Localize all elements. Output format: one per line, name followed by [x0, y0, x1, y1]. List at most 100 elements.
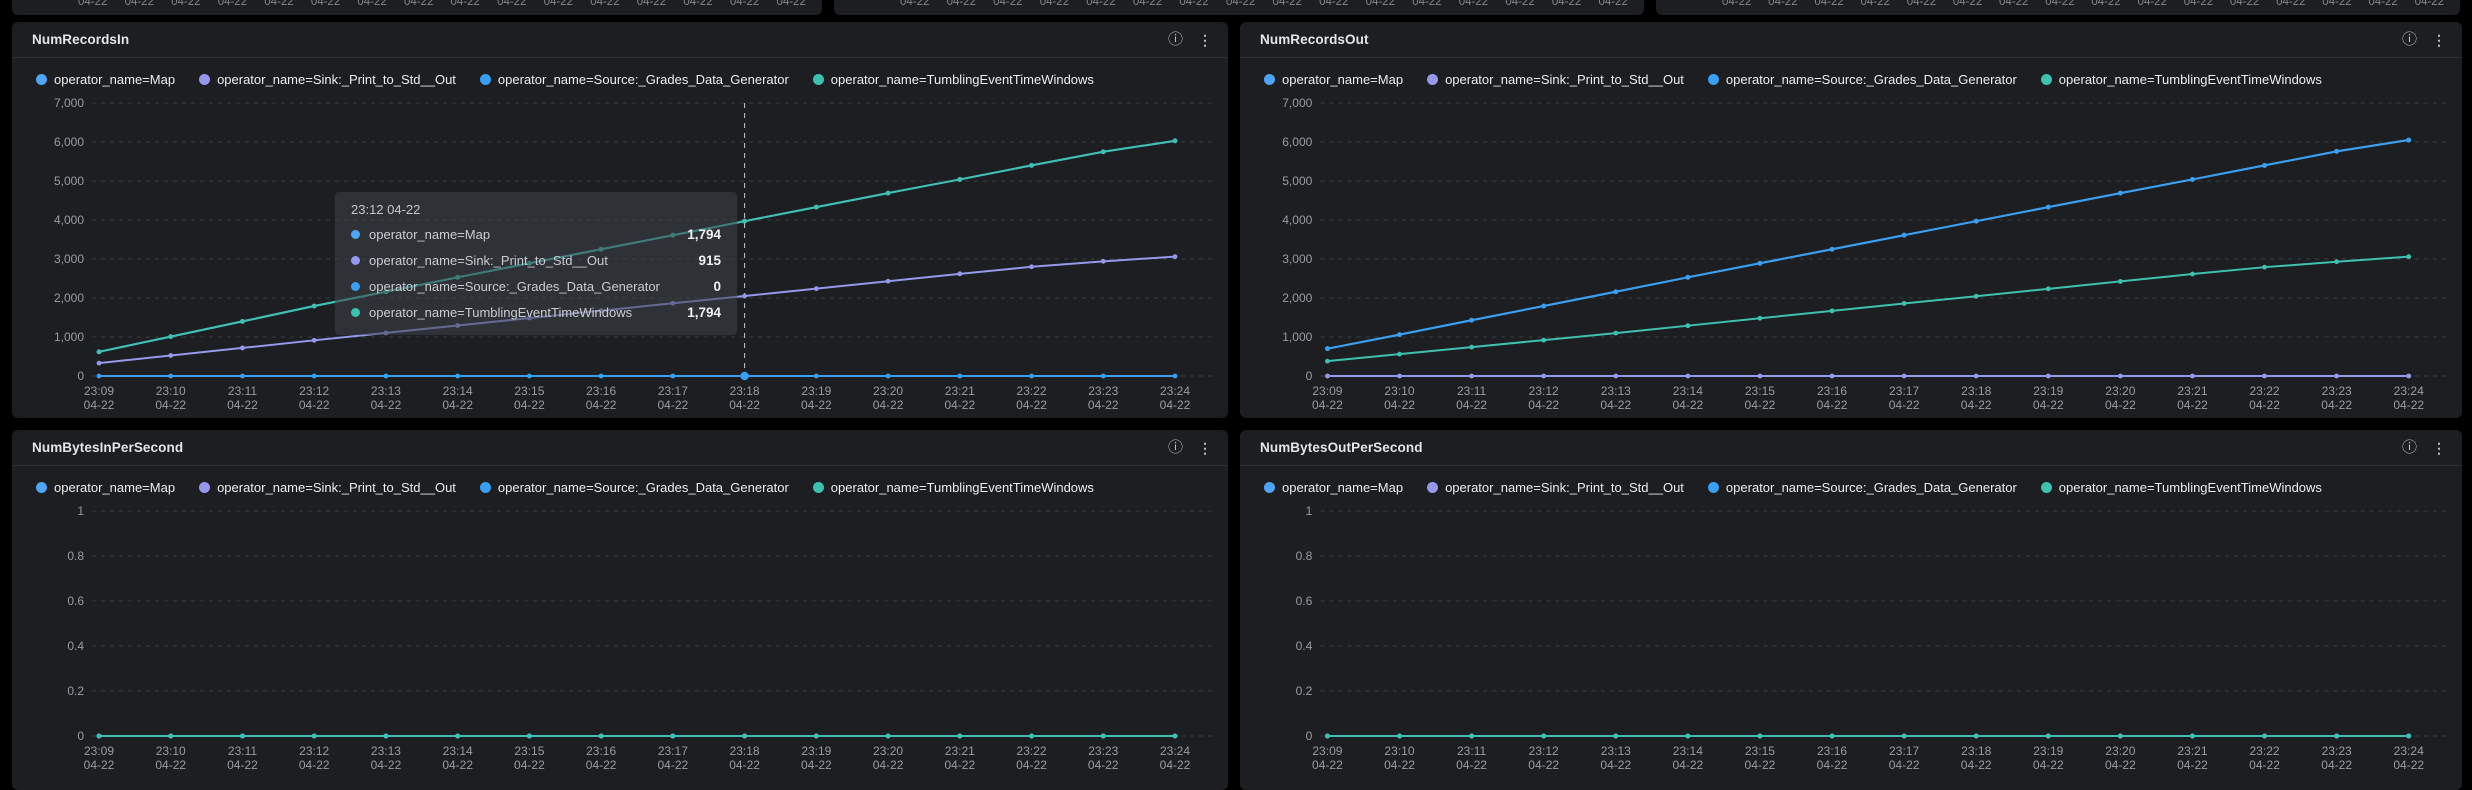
chart-canvas[interactable]: 0 1,000 2,000 3,000 4,000 5,000 6,000 7,000 23:0…: [12, 90, 1228, 418]
legend-label: operator_name=Source:_Grades_Data_Genera…: [497, 479, 789, 495]
data-point: [2045, 733, 2051, 739]
data-point: [1172, 254, 1178, 260]
data-point: [96, 373, 102, 379]
data-point: [1029, 373, 1034, 379]
x-axis-tick-label: 23:19 04-22: [801, 384, 832, 412]
legend-item[interactable]: operator_name=Sink:_Print_to_Std__Out: [1427, 480, 1684, 495]
x-axis-tick-label: 23:14 04-22: [1672, 384, 1703, 412]
data-point: [1541, 373, 1547, 379]
info-icon[interactable]: ⓘ: [1167, 439, 1183, 456]
data-point: [1469, 317, 1475, 323]
hovered-data-point: [740, 371, 749, 381]
data-point: [670, 373, 676, 379]
legend-item[interactable]: operator_name=TumblingEventTimeWindows: [2040, 72, 2322, 87]
legend-item[interactable]: operator_name=Sink:_Print_to_Std__Out: [199, 480, 456, 495]
legend-item[interactable]: operator_name=Source:_Grades_Data_Genera…: [1707, 72, 2017, 87]
kebab-icon[interactable]: ⋮: [2432, 31, 2446, 48]
data-point: [1541, 337, 1547, 343]
kebab-icon[interactable]: ⋮: [2432, 439, 2446, 456]
clipped-x-axis-label: 04-22: [1505, 0, 1535, 8]
panel-header-actions: ⓘ ⋮: [1168, 32, 1212, 47]
x-axis-tick-label: 23:15 04-22: [1745, 384, 1776, 412]
data-point: [96, 733, 102, 739]
legend-item[interactable]: operator_name=Sink:_Print_to_Std__Out: [199, 72, 456, 87]
x-axis-tick-label: 23:13 04-22: [1600, 744, 1631, 772]
legend-dot-icon: [199, 73, 211, 85]
data-point: [383, 733, 389, 739]
legend-item[interactable]: operator_name=Source:_Grades_Data_Genera…: [479, 479, 789, 495]
legend-label: operator_name=Map: [1282, 71, 1404, 87]
data-point: [1685, 373, 1691, 379]
clipped-x-axis-label: 04-22: [450, 0, 480, 8]
clipped-axis-label-row: 04-22 04-22 04-22 04-22 04-22 04-22 04-22 04-22…: [900, 0, 1628, 8]
tooltip-row: operator_name=Source:_Grades_Data_Genera…: [351, 273, 721, 299]
panel-num-bytes-in-per-second: NumBytesInPerSecond ⓘ ⋮ operator_name=Map…: [12, 430, 1228, 790]
chart-canvas[interactable]: 0 0.2 0.4 0.6 0.8 1 23:09 04-22 23:10 04-22 23:11 0…: [1240, 498, 2462, 790]
data-point: [598, 733, 604, 739]
data-point: [1829, 308, 1835, 314]
data-point: [742, 293, 747, 299]
x-axis-tick-label: 23:13 04-22: [371, 384, 402, 412]
legend-item[interactable]: operator_name=Sink:_Print_to_Std__Out: [1427, 72, 1684, 87]
x-axis-tick-label: 23:12 04-22: [1528, 744, 1559, 772]
panel-num-records-in: NumRecordsIn ⓘ ⋮ operator_name=Map operato…: [12, 22, 1228, 418]
legend-item[interactable]: operator_name=Map: [36, 72, 175, 87]
data-point: [1469, 373, 1475, 379]
data-point: [2045, 204, 2051, 210]
data-point: [1325, 358, 1330, 364]
legend-item[interactable]: operator_name=TumblingEventTimeWindows: [2040, 480, 2322, 495]
legend-item[interactable]: operator_name=Source:_Grades_Data_Genera…: [1707, 480, 2017, 495]
legend-item[interactable]: operator_name=TumblingEventTimeWindows: [812, 479, 1094, 495]
legend-item[interactable]: operator_name=TumblingEventTimeWindows: [812, 72, 1094, 87]
series-line: [1327, 139, 2409, 350]
tooltip-series-label: operator_name=TumblingEventTimeWindows: [369, 304, 633, 320]
tooltip-row: operator_name=TumblingEventTimeWindows 1,…: [351, 299, 721, 325]
data-point: [527, 733, 532, 739]
panel-title: NumBytesOutPerSecond: [1260, 440, 1423, 455]
info-icon[interactable]: ⓘ: [1167, 31, 1183, 48]
legend-item[interactable]: operator_name=Map: [36, 480, 175, 495]
y-axis-tick-label: 6,000: [1282, 135, 1312, 149]
info-icon[interactable]: ⓘ: [2401, 439, 2417, 456]
data-point: [311, 373, 317, 379]
info-icon[interactable]: ⓘ: [2401, 31, 2417, 48]
x-axis-tick-label: 23:18 04-22: [729, 384, 760, 412]
x-axis-tick-label: 23:11 04-22: [227, 744, 258, 772]
clipped-panel: 04-22 04-22 04-22 04-22 04-22 04-22 04-22 04-22…: [834, 0, 1644, 15]
clipped-x-axis-label: 04-22: [78, 0, 108, 8]
legend-dot-icon: [1707, 481, 1719, 493]
kebab-icon[interactable]: ⋮: [1198, 439, 1212, 456]
data-point: [885, 278, 891, 284]
data-point: [813, 733, 819, 739]
y-axis-tick-label: 0.8: [67, 549, 84, 563]
clipped-x-axis-label: 04-22: [1365, 0, 1396, 8]
data-point: [598, 373, 604, 379]
legend-item[interactable]: operator_name=Map: [1264, 72, 1403, 87]
chart-canvas[interactable]: 0 0.2 0.4 0.6 0.8 1 23:09 04-22 23:10 04-22 23:11 0…: [12, 498, 1228, 790]
data-point: [1901, 301, 1907, 306]
legend-dot-icon: [199, 481, 211, 493]
x-axis-tick-label: 23:17 04-22: [658, 744, 689, 772]
legend-label: operator_name=Sink:_Print_to_Std__Out: [1445, 71, 1684, 87]
x-axis-tick-label: 23:18 04-22: [729, 744, 760, 772]
y-axis-tick-label: 4,000: [1282, 213, 1312, 227]
legend-label: operator_name=Map: [54, 479, 176, 495]
data-point: [240, 373, 245, 379]
tooltip-series-label: operator_name=Map: [369, 226, 491, 242]
clipped-panel: 04-22 04-22 04-22 04-22 04-22 04-22 04-22 04-22…: [12, 0, 822, 15]
clipped-x-axis-label: 04-22: [357, 0, 387, 8]
x-axis-tick-label: 23:09 04-22: [1312, 744, 1343, 772]
legend-item[interactable]: operator_name=Source:_Grades_Data_Genera…: [479, 72, 789, 87]
chart-canvas[interactable]: 0 1,000 2,000 3,000 4,000 5,000 6,000 7,000 23:0…: [1240, 90, 2462, 418]
clipped-x-axis-label: 04-22: [683, 0, 713, 8]
series-line: [1327, 255, 2409, 363]
legend-label: operator_name=TumblingEventTimeWindows: [830, 479, 1094, 495]
kebab-icon[interactable]: ⋮: [1198, 31, 1212, 48]
x-axis-tick-label: 23:20 04-22: [2105, 744, 2136, 772]
data-point: [240, 345, 245, 351]
legend-item[interactable]: operator_name=Map: [1264, 480, 1403, 495]
legend-label: operator_name=Sink:_Print_to_Std__Out: [1445, 479, 1684, 495]
x-axis-tick-label: 23:21 04-22: [2177, 384, 2208, 412]
legend-dot-icon: [36, 73, 47, 85]
data-point: [742, 733, 747, 739]
